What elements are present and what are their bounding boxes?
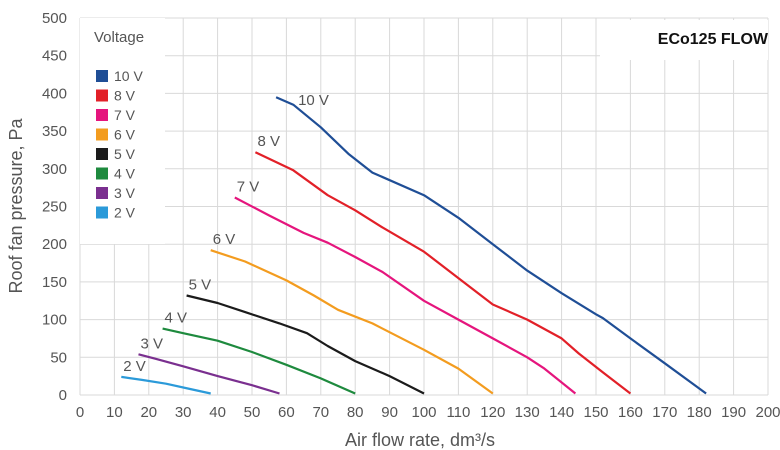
legend-swatch (96, 109, 108, 121)
legend-title: Voltage (94, 29, 144, 46)
legend-label: 2 V (114, 205, 136, 221)
curve-label-10v: 10 V (298, 92, 329, 109)
y-tick-label: 50 (50, 349, 67, 366)
x-tick-label: 190 (721, 404, 746, 421)
x-tick-label: 80 (347, 404, 364, 421)
x-tick-label: 170 (652, 404, 677, 421)
legend-swatch (96, 128, 108, 141)
curve-label-2v: 2 V (123, 358, 146, 375)
curve-label-3v: 3 V (140, 335, 163, 352)
legend-swatch (96, 206, 108, 219)
series-line-8v (254, 151, 632, 395)
x-tick-label: 200 (755, 404, 780, 421)
x-tick-label: 60 (278, 404, 295, 421)
legend-label: 3 V (114, 185, 136, 201)
series-line-7v (234, 196, 577, 395)
legend-swatch (96, 187, 108, 199)
legend-background (80, 18, 165, 244)
series-line-4v (162, 327, 356, 395)
chart-title: ECo125 FLOW (658, 31, 769, 48)
series-line-10v (275, 96, 707, 395)
tick-labels: 0 10 20 30 40 50 60 70 80 90 100 110 120 130 140 150 160… (42, 10, 780, 421)
x-tick-label: 180 (687, 404, 712, 421)
legend-label: 7 V (114, 107, 136, 123)
series-line-5v (186, 294, 425, 395)
grid (79, 17, 769, 396)
series-group (121, 96, 707, 395)
legend-label: 5 V (114, 146, 136, 162)
x-tick-label: 110 (446, 404, 470, 421)
y-axis-title: Roof fan pressure, Pa (6, 117, 26, 293)
legend: Voltage 10 V 8 V 7 V 6 V 5 V 4 V 3 V 2 V (80, 18, 165, 244)
x-tick-label: 10 (106, 404, 123, 421)
y-tick-label: 400 (42, 85, 67, 102)
y-tick-label: 250 (42, 199, 67, 216)
legend-label: 4 V (114, 166, 136, 182)
y-tick-label: 150 (42, 274, 67, 291)
y-tick-label: 300 (42, 161, 67, 178)
y-tick-label: 100 (42, 312, 67, 329)
legend-items: 10 V 8 V 7 V 6 V 5 V 4 V 3 V 2 V (96, 68, 143, 221)
x-tick-label: 70 (312, 404, 329, 421)
x-tick-label: 150 (583, 404, 608, 421)
x-tick-label: 130 (515, 404, 540, 421)
legend-swatch (96, 148, 108, 160)
legend-swatch (96, 89, 108, 102)
series-line-2v (121, 375, 211, 395)
curve-label-4v: 4 V (165, 310, 188, 327)
x-tick-label: 50 (244, 404, 261, 421)
y-tick-label: 0 (59, 387, 67, 404)
y-tick-label: 350 (42, 123, 67, 140)
x-tick-label: 40 (209, 404, 226, 421)
legend-swatch (96, 70, 108, 82)
x-tick-label: 160 (618, 404, 643, 421)
series-line-6v (210, 249, 494, 395)
legend-swatch (96, 167, 108, 180)
x-axis-title: Air flow rate, dm³/s (345, 430, 495, 450)
series-line-3v (138, 353, 280, 395)
legend-label: 10 V (114, 68, 143, 84)
curve-label-8v: 8 V (257, 133, 280, 150)
curve-label-5v: 5 V (189, 276, 212, 293)
y-tick-label: 200 (42, 236, 67, 253)
x-tick-label: 140 (549, 404, 574, 421)
x-tick-label: 0 (76, 404, 84, 421)
curve-labels: 10 V 8 V 7 V 6 V 5 V4 V3 V 2 V (123, 92, 329, 375)
x-tick-label: 30 (175, 404, 192, 421)
y-tick-label: 500 (42, 10, 67, 27)
curve-label-7v: 7 V (237, 178, 260, 195)
x-tick-label: 20 (140, 404, 157, 421)
title-background (600, 20, 768, 60)
x-tick-label: 120 (480, 404, 505, 421)
legend-label: 8 V (114, 88, 136, 104)
x-tick-label: 100 (411, 404, 436, 421)
x-tick-label: 90 (381, 404, 398, 421)
y-tick-label: 450 (42, 48, 67, 65)
legend-label: 6 V (114, 127, 136, 143)
curve-label-6v: 6 V (213, 231, 236, 248)
